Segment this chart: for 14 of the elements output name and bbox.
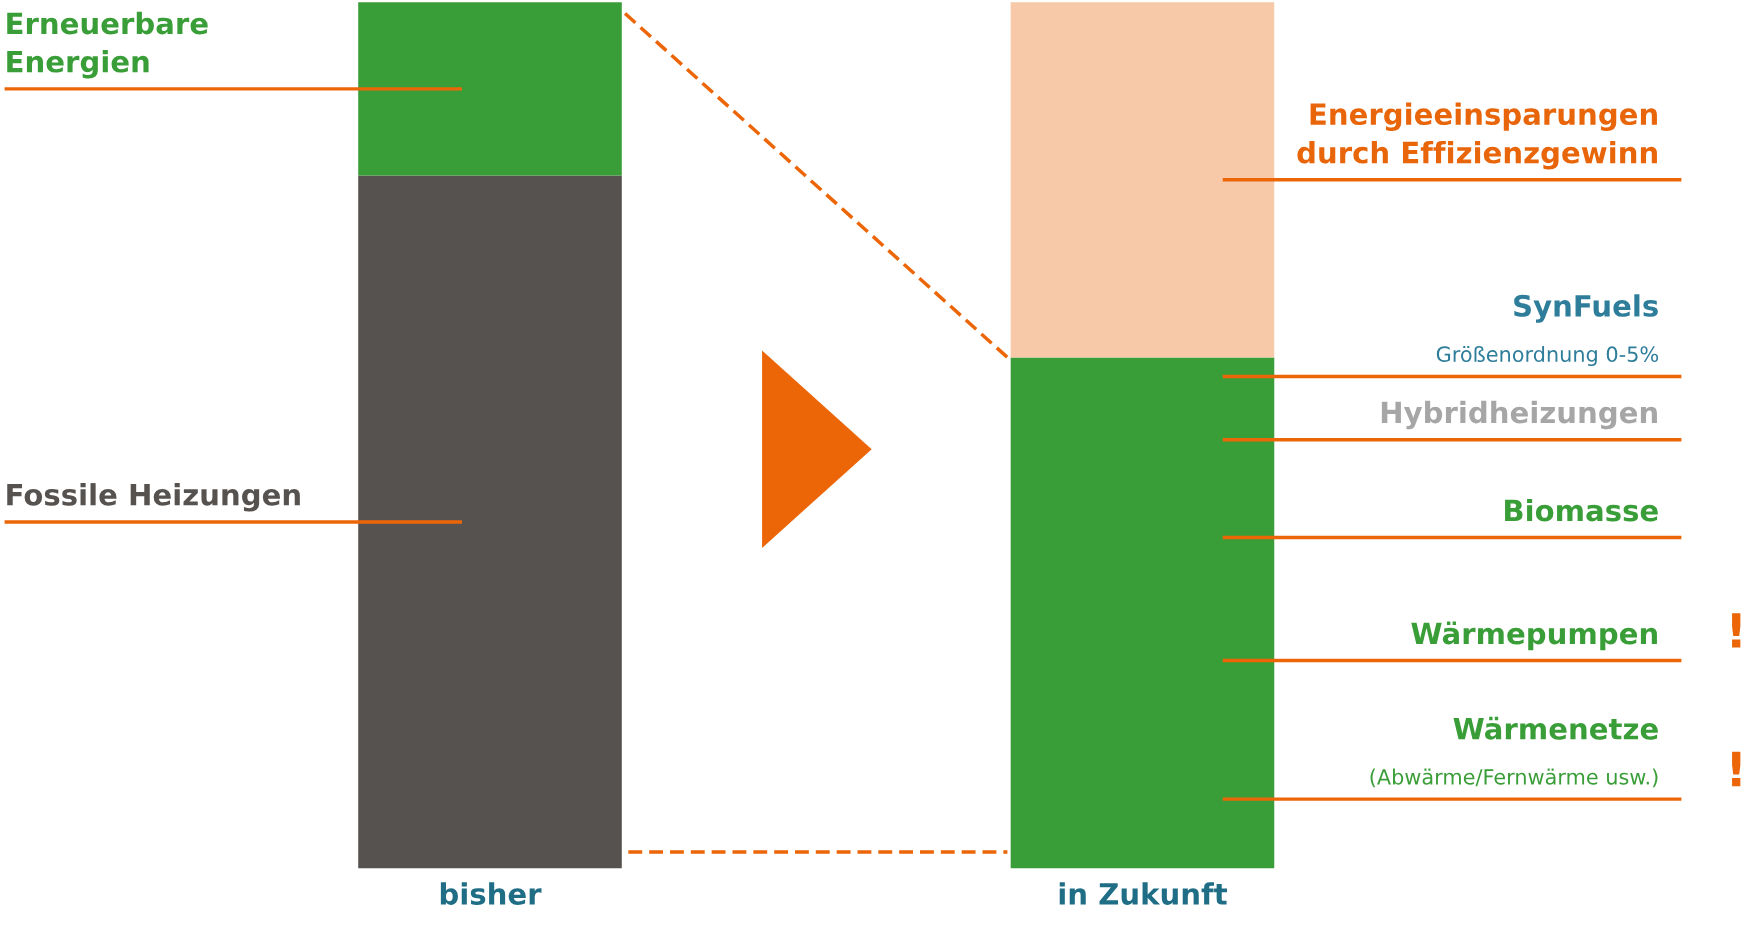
text: SynFuels (1514, 294, 1658, 323)
text: Fossile Heizungen (7, 483, 300, 512)
annotation: (Abwärme/Fernwärme usw.) (1370, 768, 1658, 788)
text: Biomasse (1505, 498, 1658, 522)
x-tick-label: bisher (440, 882, 542, 905)
annotation: Wärmepumpen (1411, 621, 1657, 651)
annotation: Hybridheizungen (1381, 400, 1657, 430)
x-tick-label: in Zukunft (1059, 882, 1227, 905)
text: ! (1732, 751, 1741, 787)
text: Erneuerbare Energien (7, 11, 208, 79)
text: ! (1732, 613, 1741, 648)
annotation: Größenordnung 0-5% (1436, 345, 1659, 367)
annotation: Wärmenetze (1453, 716, 1658, 740)
series-label: Energieeinsparungen durch Effizienzgewinn (1297, 102, 1657, 170)
